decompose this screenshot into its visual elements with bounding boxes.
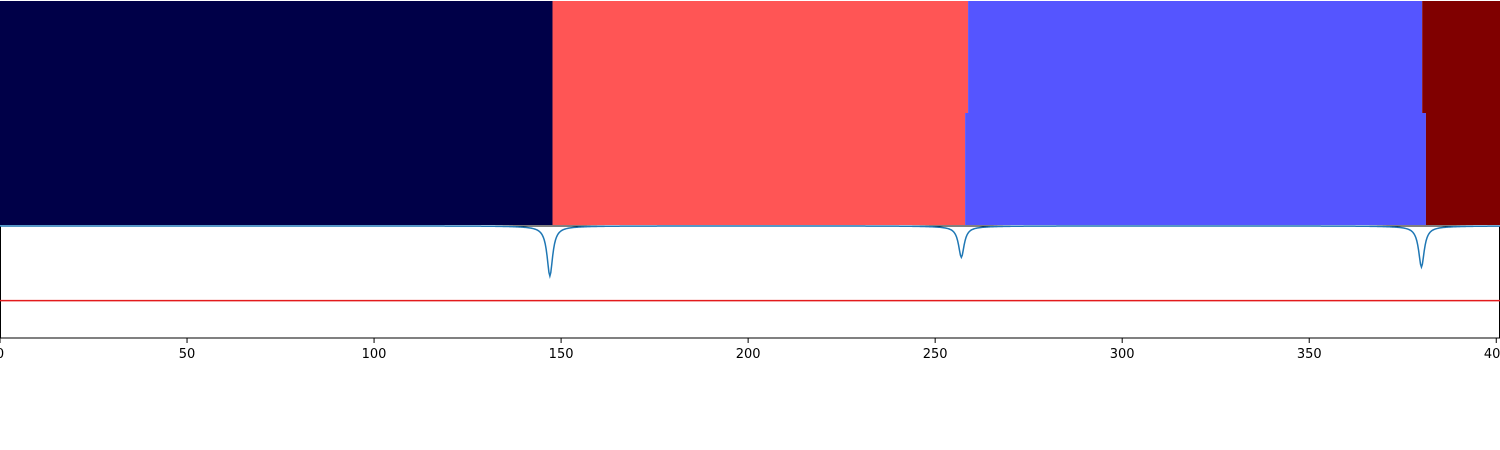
x-tick-label: 50 — [179, 347, 196, 362]
x-axis: 0 50 100 150 200 250 300 350 400 — [0, 338, 1500, 362]
x-tick-label: 250 — [923, 347, 948, 362]
signal-panel-frame — [0, 225, 1500, 339]
segmentation-row — [0, 113, 1500, 225]
x-tick-label: 150 — [549, 347, 574, 362]
segment-bar — [965, 113, 1426, 225]
x-tick-label: 350 — [1297, 347, 1322, 362]
segment-bar — [1422, 1, 1500, 113]
signal-panel — [0, 225, 1500, 339]
signal-line — [0, 225, 1500, 279]
segment-bar — [968, 1, 1423, 113]
segmentation-rows — [0, 1, 1500, 225]
segment-bar — [552, 113, 966, 225]
segment-bar — [0, 1, 553, 113]
x-tick-label: 200 — [736, 347, 761, 362]
x-tick-label: 100 — [362, 347, 387, 362]
segment-bar — [552, 1, 969, 113]
segment-bar — [1425, 113, 1500, 225]
x-tick-label: 0 — [0, 347, 4, 362]
x-tick-label: 400 — [1484, 347, 1500, 362]
segment-bar — [0, 113, 553, 225]
x-tick-label: 300 — [1110, 347, 1135, 362]
segmentation-row — [0, 1, 1500, 113]
